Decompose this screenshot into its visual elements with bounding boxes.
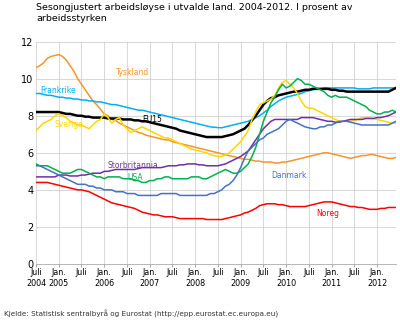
Text: Storbritannia: Storbritannia [108,161,159,170]
Text: Frankrike: Frankrike [40,86,76,95]
Text: Tyskland: Tyskland [116,68,149,77]
Text: EU15: EU15 [142,115,162,124]
Text: Sesongjustert arbeidsløyse i utvalde land. 2004-2012. I prosent av
arbeidsstyrke: Sesongjustert arbeidsløyse i utvalde lan… [36,3,352,23]
Text: USA: USA [127,173,142,182]
Text: Kjelde: Statistisk sentralbyrå og Eurostat (http://epp.eurostat.ec.europa.eu): Kjelde: Statistisk sentralbyrå og Eurost… [4,310,278,318]
Text: Danmark: Danmark [271,172,306,180]
Text: Sverige: Sverige [55,120,84,129]
Text: Noreg: Noreg [316,210,340,219]
